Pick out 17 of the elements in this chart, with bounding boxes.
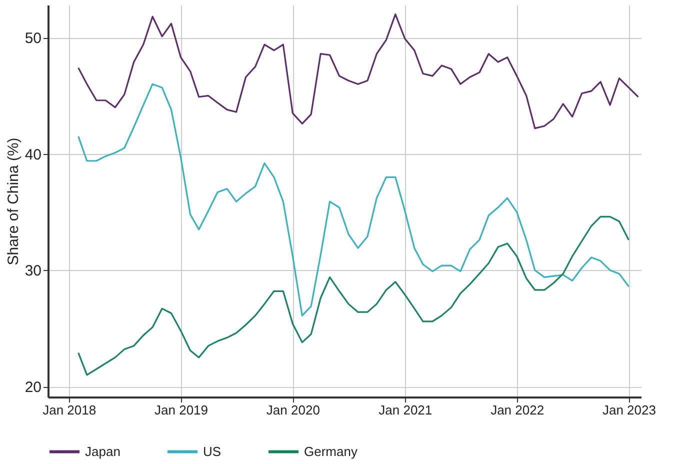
- y-tick-label: 40: [24, 146, 42, 164]
- y-tick-label: 50: [24, 30, 42, 48]
- x-tick-label: Jan 2020: [266, 402, 320, 418]
- y-axis-title: Share of China (%): [4, 138, 22, 266]
- x-tick-label: Jan 2022: [490, 402, 544, 418]
- x-tick-label: Jan 2021: [378, 402, 432, 418]
- x-tick-label: Jan 2019: [154, 402, 208, 418]
- line-series: [78, 14, 640, 130]
- x-tick-label: Jan 2018: [42, 402, 96, 418]
- legend-label: Japan: [85, 444, 120, 459]
- line-series: [78, 216, 630, 376]
- legend-label: Germany: [304, 444, 358, 459]
- line-series: [78, 83, 630, 316]
- x-tick-label: Jan 2023: [602, 402, 656, 418]
- y-tick-label: 30: [24, 262, 42, 280]
- y-tick-label: 20: [24, 379, 42, 396]
- legend-label: US: [203, 444, 222, 459]
